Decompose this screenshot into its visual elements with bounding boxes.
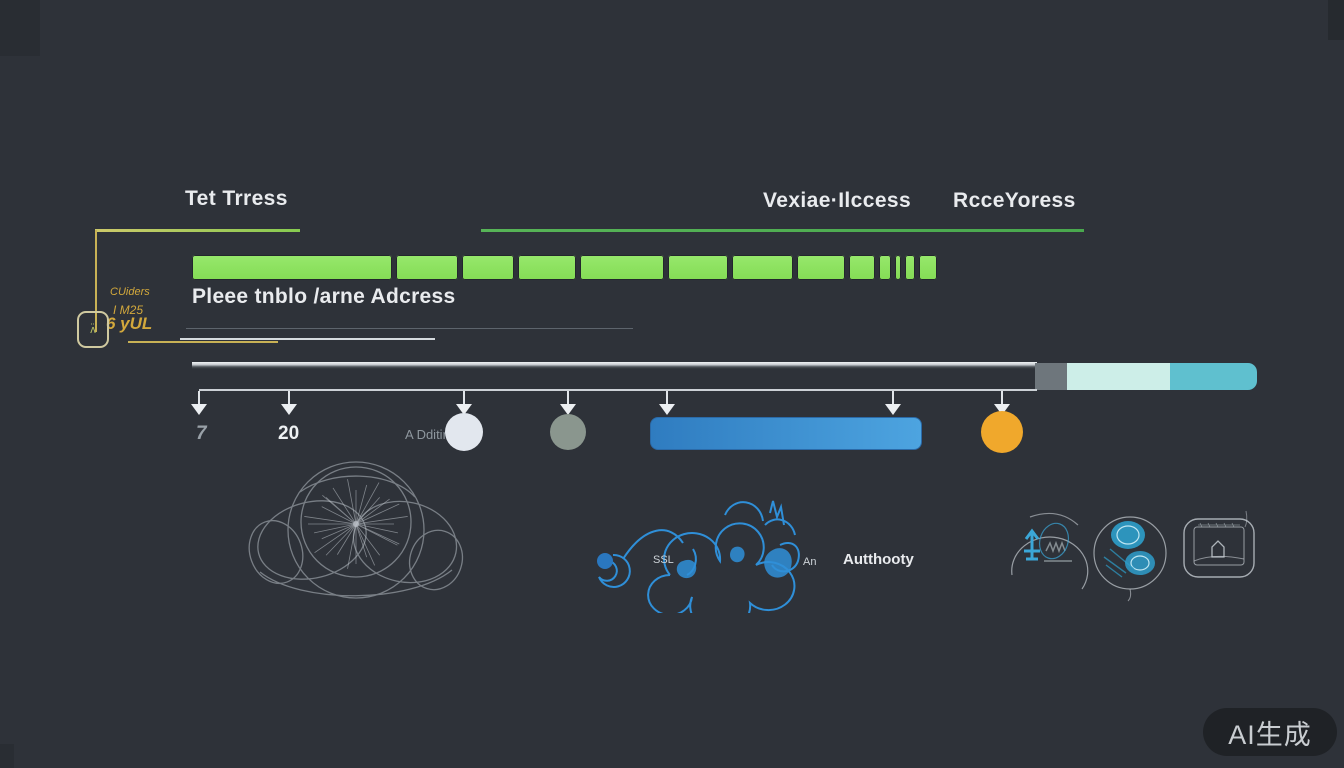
progress-segment-gray: [1035, 363, 1067, 390]
green-segment-3: [462, 255, 514, 280]
corner-shade-top-left: [0, 0, 40, 56]
green-segment-8: [797, 255, 845, 280]
doodle-icons-group: [1011, 510, 1255, 602]
annotation-bracket-line: [95, 230, 97, 332]
annotation-note-3: 6 yUL: [106, 314, 153, 333]
arrow-stem-2: [288, 391, 290, 405]
input-underline-faint: [186, 328, 633, 329]
green-segment-10: [879, 255, 891, 280]
cloud-text-ssl: SSL: [653, 554, 674, 566]
arrow-down-icon-1: [191, 404, 207, 415]
orange-node: [981, 411, 1023, 453]
annotation-note-2: I M25: [113, 303, 144, 317]
arrow-down-icon-5: [659, 404, 675, 415]
arrow-stem-4: [567, 391, 569, 405]
annotation-note-1: CUiders: [110, 286, 150, 298]
arrow-down-icon-3: [456, 404, 472, 415]
green-segment-13: [919, 255, 937, 280]
column-title-right: RcceYoress: [953, 189, 1076, 212]
arrow-down-icon-2: [281, 404, 297, 415]
arrow-down-icon-7: [994, 404, 1010, 415]
green-segment-11: [895, 255, 901, 280]
green-segment-5: [580, 255, 664, 280]
cloud-text-an: An: [803, 556, 816, 568]
timeline-axis: [199, 389, 1037, 391]
arrow-down-icon-4: [560, 404, 576, 415]
arrow-stem-3: [463, 391, 465, 405]
house-card-icon: [1183, 510, 1255, 578]
column-title-middle: Vexiae·Ilccess: [763, 189, 912, 212]
green-segment-6: [668, 255, 728, 280]
upload-scribble-icon: [1011, 512, 1089, 590]
segmented-green-bar: [192, 255, 937, 280]
green-segment-12: [905, 255, 915, 280]
column-title-left: Tet Trress: [185, 187, 288, 210]
arrow-down-icon-6: [885, 404, 901, 415]
corner-shade-bottom-left: [0, 744, 14, 768]
arrow-stem-6: [892, 391, 894, 405]
ai-generated-watermark: AI生成: [1203, 708, 1337, 756]
address-label: Pleee tnblo /arne Adcress: [192, 285, 456, 308]
coins-circle-icon: [1093, 516, 1167, 602]
underline-left: [95, 229, 300, 232]
blue-cloud-network-sketch: SSL An: [597, 500, 816, 613]
arrow-stem-1: [198, 391, 200, 405]
corner-shade-top-right: [1328, 0, 1344, 40]
input-underline-bright: [180, 338, 435, 340]
progress-track: [192, 362, 1037, 369]
green-segment-2: [396, 255, 458, 280]
green-segment-7: [732, 255, 793, 280]
gray-node: [550, 414, 586, 450]
cloud-label: Autthooty: [843, 551, 914, 568]
white-node: [445, 413, 483, 451]
timeline-label-2: 20: [278, 423, 300, 444]
blue-range: [650, 417, 922, 450]
arrow-stem-5: [666, 391, 668, 405]
progress-segment-teal: [1170, 363, 1257, 390]
timeline-label-1: 7: [196, 423, 207, 444]
arrow-stem-7: [1001, 391, 1003, 405]
green-segment-4: [518, 255, 576, 280]
green-segment-1: [192, 255, 392, 280]
green-segment-9: [849, 255, 875, 280]
underline-right: [481, 229, 1084, 232]
wireframe-sphere-sketch: [248, 461, 464, 599]
annotation-underline: [128, 341, 278, 343]
progress-segment-pale-cyan: [1067, 363, 1170, 390]
tag-icon: ʌ̈: [77, 311, 109, 348]
